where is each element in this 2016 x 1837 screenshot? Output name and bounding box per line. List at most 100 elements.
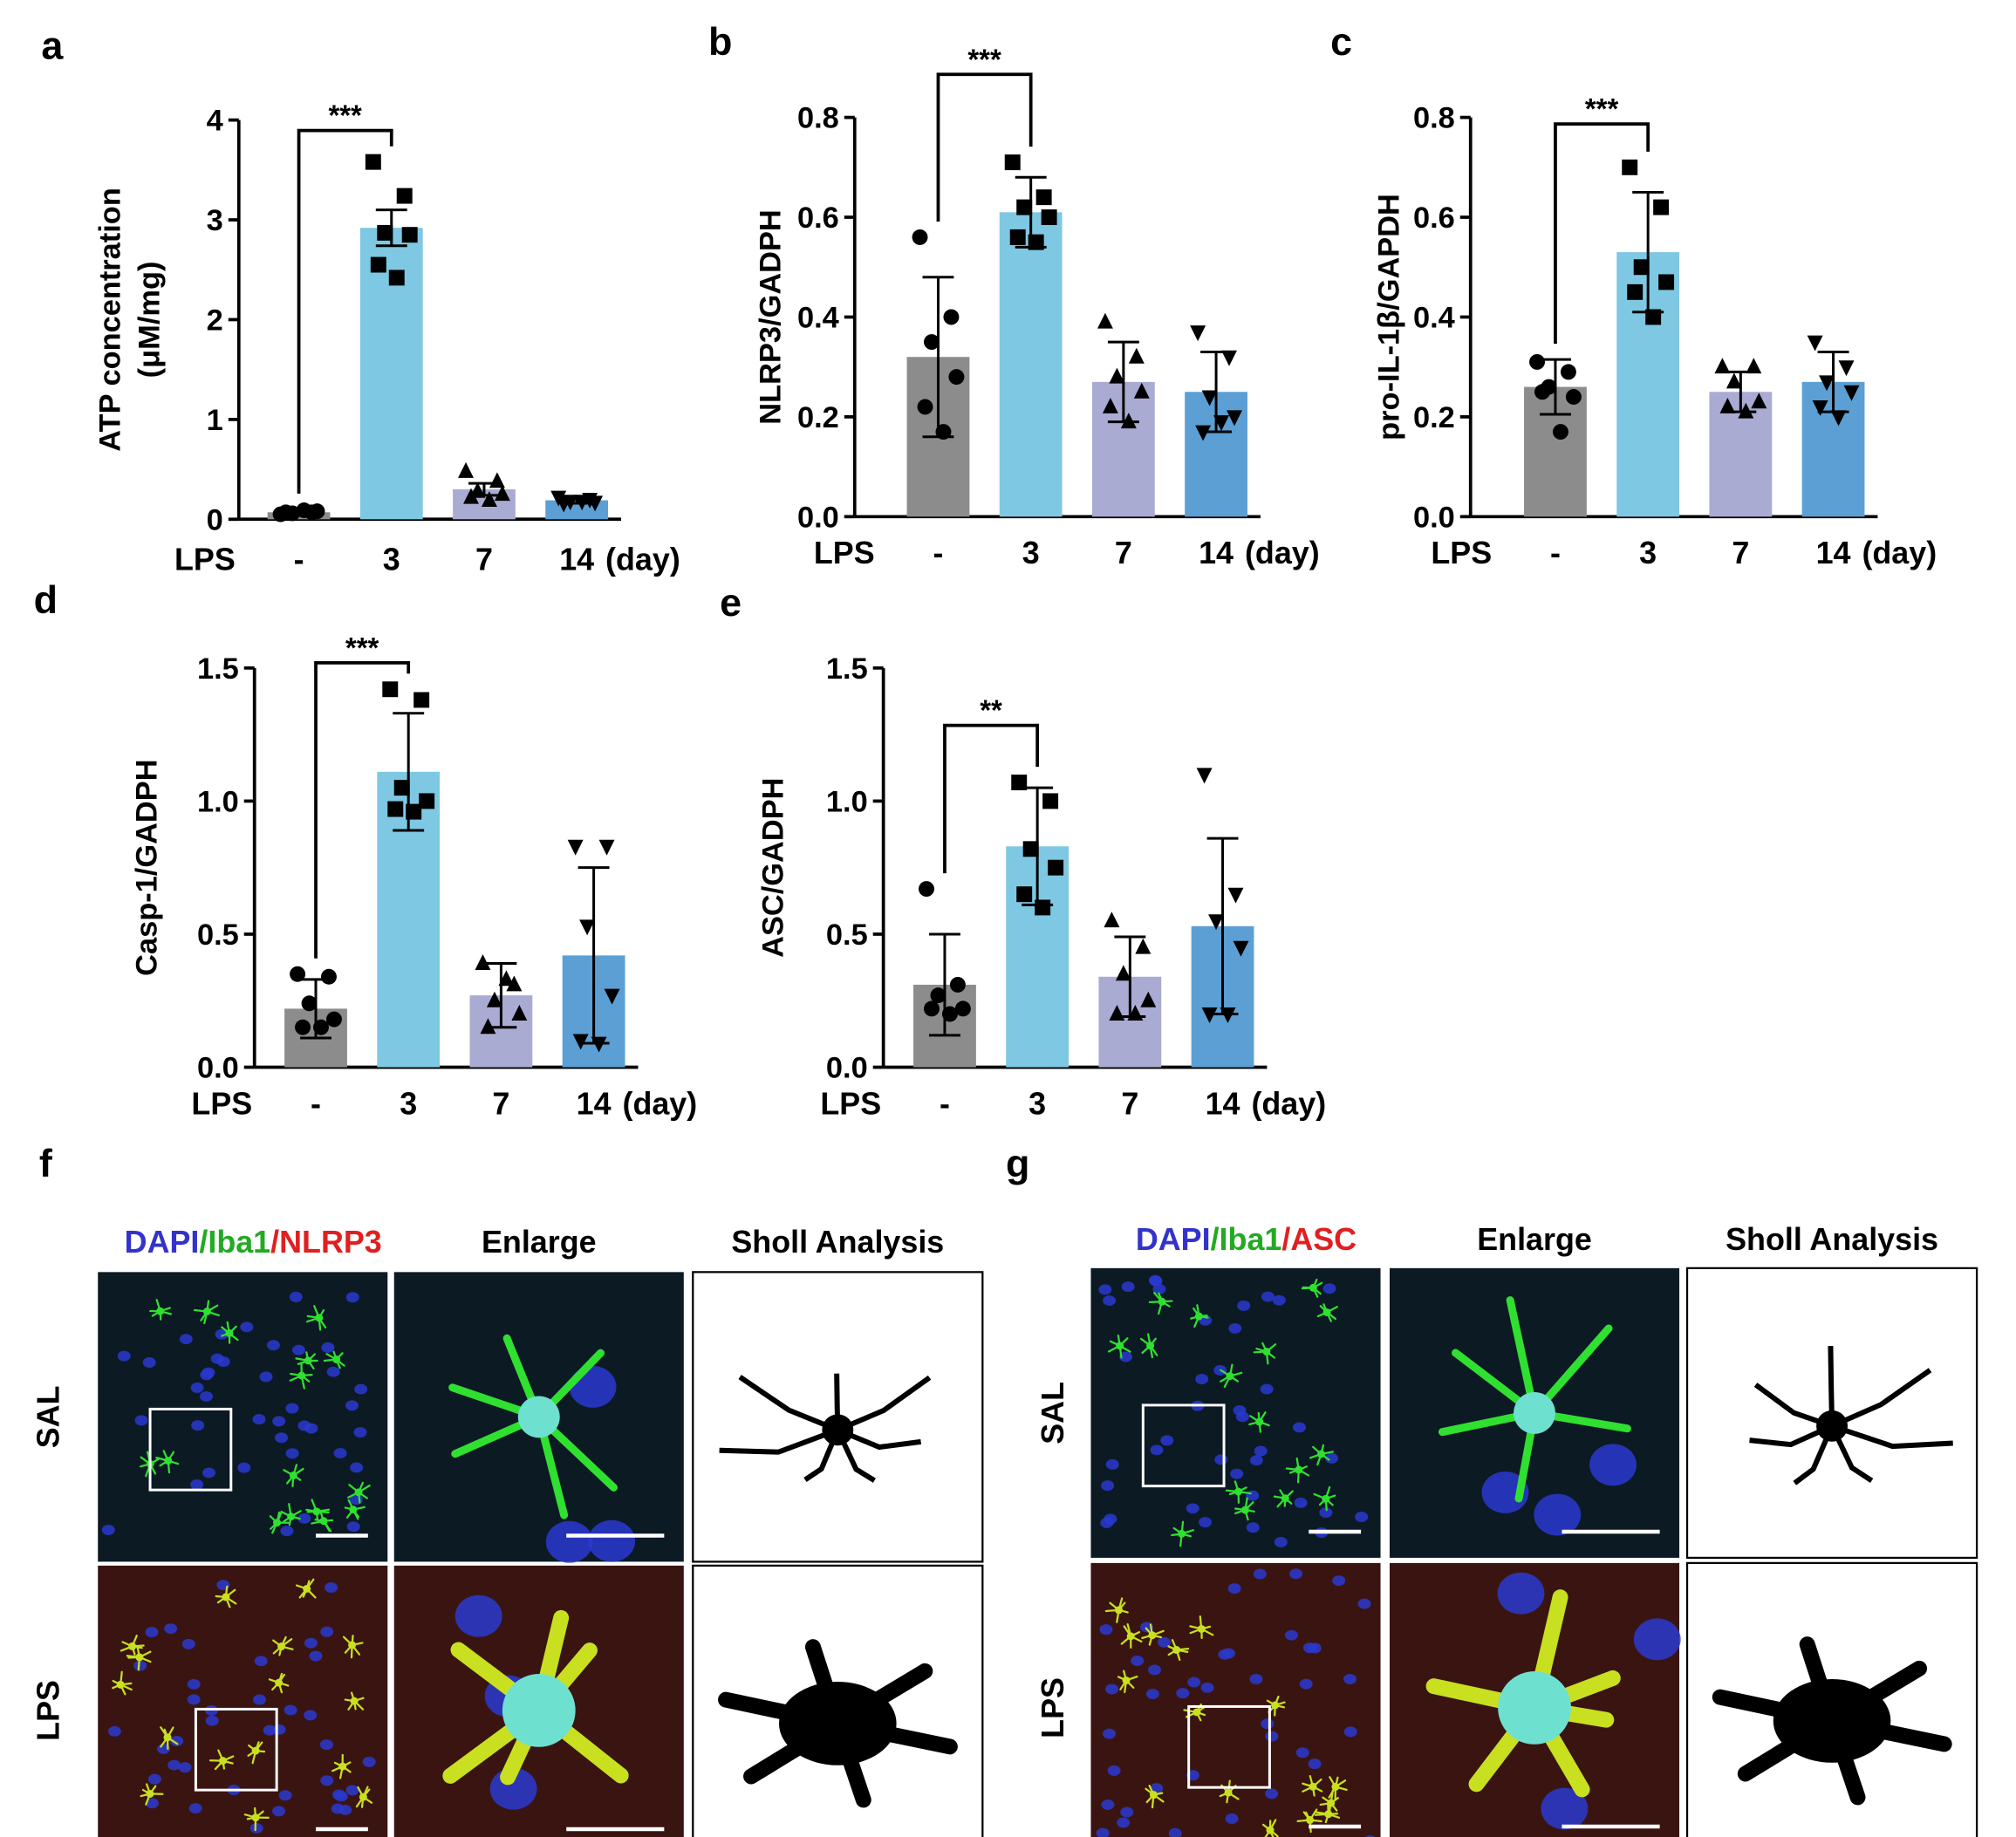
microglia-soma — [222, 1593, 230, 1601]
nucleus — [1107, 1765, 1121, 1776]
data-point — [924, 334, 940, 351]
x-tick-label: 14 — [559, 543, 594, 577]
nucleus — [278, 1790, 292, 1801]
process — [1831, 1424, 1953, 1450]
data-point — [396, 188, 413, 204]
microglia-soma — [1309, 1782, 1317, 1791]
nucleus — [291, 1344, 305, 1356]
data-point — [1812, 399, 1828, 416]
data-point — [1196, 768, 1213, 784]
microglia-soma — [163, 1733, 172, 1742]
column-header: Sholl Analysis — [731, 1225, 944, 1260]
data-point — [1738, 402, 1754, 419]
panel-letter: a — [41, 23, 64, 67]
data-point — [393, 780, 410, 796]
x-tick-label: 14 — [1206, 1086, 1240, 1121]
process — [804, 1639, 846, 1731]
microglia-soma — [1172, 1646, 1181, 1655]
data-point — [1128, 347, 1145, 364]
microglia-soma — [1146, 1342, 1155, 1350]
nucleus — [249, 1822, 263, 1834]
data-point — [1035, 189, 1052, 206]
data-point — [290, 966, 306, 982]
data-point — [1714, 358, 1731, 374]
stain-name: ASC — [1290, 1222, 1357, 1257]
data-point — [924, 1000, 940, 1017]
nucleus — [1149, 1275, 1163, 1287]
y-tick-label: 0.2 — [1413, 401, 1455, 434]
nucleus — [1099, 1624, 1113, 1636]
process — [1712, 1689, 1841, 1729]
data-point — [419, 793, 435, 809]
microglia-soma — [1262, 1348, 1271, 1356]
nucleus — [345, 1292, 359, 1303]
data-point — [1120, 413, 1137, 429]
nucleus — [1272, 1294, 1286, 1306]
nucleus — [320, 1775, 334, 1786]
microglia-soma — [219, 1757, 228, 1765]
nucleus — [253, 1694, 266, 1705]
data-point — [948, 369, 965, 386]
nucleus — [1131, 1655, 1145, 1666]
nucleus — [326, 1366, 340, 1377]
micrograph-bg — [1090, 1562, 1381, 1837]
data-point — [1746, 358, 1762, 374]
significance-label: *** — [1585, 92, 1619, 125]
y-tick-label: 0.8 — [1413, 102, 1455, 135]
data-point — [1213, 415, 1230, 432]
process — [1793, 1424, 1835, 1485]
data-point — [489, 472, 505, 488]
nucleus — [237, 1462, 251, 1473]
nucleus — [1261, 1291, 1275, 1302]
nucleus — [200, 1369, 214, 1381]
y-tick-label: 1.5 — [197, 652, 239, 686]
nucleus — [346, 1521, 360, 1533]
nucleus — [188, 1803, 202, 1814]
nucleus — [187, 1694, 201, 1705]
nucleus — [280, 1526, 294, 1537]
column-header: Enlarge — [482, 1225, 597, 1260]
data-point — [1838, 360, 1855, 377]
data-point — [1195, 425, 1212, 441]
y-tick-label: 3 — [207, 204, 223, 237]
nucleus — [1261, 1718, 1275, 1730]
data-point — [1645, 309, 1662, 325]
process — [1753, 1383, 1834, 1429]
data-point — [325, 1011, 342, 1028]
y-axis-label: ATP concentration — [94, 188, 127, 452]
y-axis-label: ASC/GADPH — [756, 777, 789, 957]
stain-name: Iba1 — [1220, 1222, 1282, 1257]
data-point — [1135, 938, 1152, 954]
x-tick-label: 3 — [400, 1086, 417, 1121]
data-point — [1042, 793, 1059, 809]
data-point — [935, 424, 952, 440]
y-tick-label: 0.8 — [797, 102, 839, 135]
nucleus — [1145, 1689, 1159, 1700]
panel-letter: f — [39, 1141, 53, 1185]
inset-box — [148, 1407, 233, 1492]
data-point — [388, 270, 405, 286]
microglia-soma — [315, 1314, 324, 1322]
data-point — [1830, 410, 1847, 427]
nucleus — [1150, 1444, 1164, 1456]
nucleus — [1295, 1747, 1309, 1758]
microglia-soma — [312, 1507, 321, 1516]
microglia-soma — [1324, 1810, 1333, 1819]
data-point — [567, 839, 584, 856]
nucleus — [1105, 1683, 1119, 1695]
nucleus — [215, 1328, 229, 1340]
data-point — [1719, 397, 1736, 413]
data-point — [556, 496, 572, 513]
process — [803, 1429, 841, 1482]
micrograph — [692, 1271, 984, 1563]
microglia-soma — [275, 1678, 284, 1687]
data-point — [579, 919, 596, 936]
nucleus — [304, 1710, 318, 1721]
process — [1737, 1712, 1841, 1782]
y-tick-label: 2 — [207, 304, 223, 337]
microglia-soma — [1266, 1826, 1275, 1834]
x-unit: (day) — [605, 543, 680, 577]
data-point — [949, 976, 966, 993]
nucleus — [1332, 1575, 1346, 1587]
